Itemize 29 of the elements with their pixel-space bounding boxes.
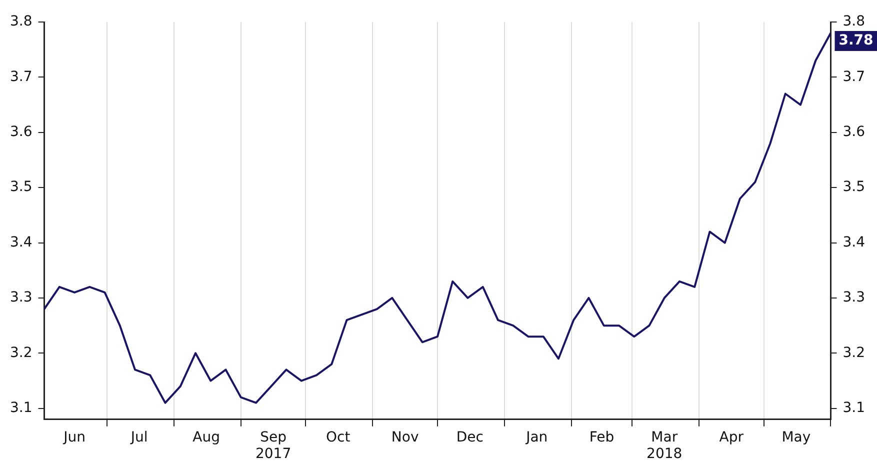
y-tick-label: 3.8 bbox=[10, 14, 32, 30]
y2-tick-label: 3.8 bbox=[842, 14, 865, 30]
y2-tick-label: 3.4 bbox=[842, 234, 866, 250]
x-tick-label: Jan bbox=[525, 429, 548, 446]
x-tick-label: Jul bbox=[130, 429, 148, 446]
x-tick-label: May bbox=[782, 429, 811, 446]
y2-tick-label: 3.7 bbox=[842, 68, 865, 85]
y2-tick-label: 3.1 bbox=[842, 400, 865, 416]
x-tick-label: Nov bbox=[391, 429, 419, 446]
y2-tick-label: 3.5 bbox=[842, 179, 865, 196]
data-label: 3.78 bbox=[838, 32, 874, 49]
x-tick-label: Sep 2017 bbox=[255, 429, 292, 462]
x-tick-label: Aug bbox=[192, 429, 220, 446]
y2-tick-label: 3.6 bbox=[842, 124, 866, 140]
y-tick-label: 3.5 bbox=[10, 179, 32, 196]
x-tick-label: Dec bbox=[456, 429, 484, 446]
y-tick-label: 3.7 bbox=[10, 68, 32, 85]
x-tick-label: Feb bbox=[589, 429, 614, 446]
x-tick-label: Mar 2018 bbox=[646, 429, 682, 462]
y2-tick-label: 3.2 bbox=[842, 344, 865, 361]
x-tick-label: Apr bbox=[719, 429, 744, 446]
y-tick-label: 3.4 bbox=[10, 234, 32, 250]
y2-tick-label: 3.3 bbox=[842, 290, 865, 306]
y-tick-label: 3.1 bbox=[10, 400, 32, 416]
x-tick-label: Jun bbox=[62, 429, 86, 446]
y-tick-label: 3.2 bbox=[10, 344, 32, 361]
y-tick-label: 3.3 bbox=[10, 290, 32, 306]
y-tick-label: 3.6 bbox=[10, 124, 32, 140]
x-tick-label: Oct bbox=[326, 429, 351, 446]
